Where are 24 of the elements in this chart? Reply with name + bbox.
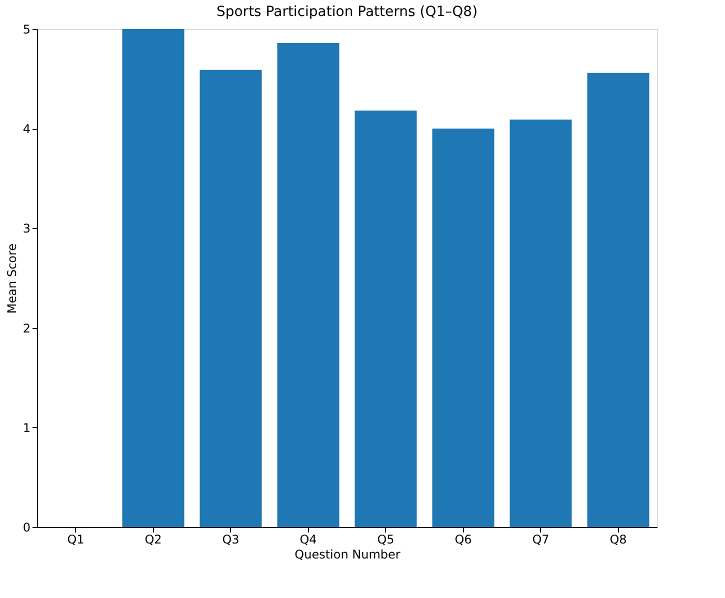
x-tick-label: Q7 xyxy=(532,532,550,546)
bar xyxy=(587,72,650,527)
y-tick-label: 3 xyxy=(22,222,30,236)
bar xyxy=(200,70,262,527)
y-tick-label: 2 xyxy=(22,321,30,336)
x-tick-label: Q6 xyxy=(454,532,472,546)
x-tick-label: Q2 xyxy=(144,532,162,546)
bar xyxy=(122,29,184,527)
y-axis-title: Mean Score xyxy=(4,243,19,314)
x-tick-label: Q8 xyxy=(610,532,627,546)
bar xyxy=(354,110,417,527)
bar xyxy=(277,42,340,527)
x-tick-label: Q4 xyxy=(300,532,317,546)
y-tick-label: 0 xyxy=(22,520,30,534)
x-axis-title: Question Number xyxy=(294,548,400,562)
bar xyxy=(432,128,494,527)
y-tick-label: 4 xyxy=(22,122,30,136)
x-tick-label: Q1 xyxy=(67,532,84,546)
x-tick-label: Q3 xyxy=(222,532,240,546)
x-tick-label: Q5 xyxy=(377,532,394,546)
bar xyxy=(510,120,572,527)
chart-title: Sports Participation Patterns (Q1–Q8) xyxy=(216,4,478,20)
y-tick-label: 5 xyxy=(22,22,30,36)
y-tick-label: 1 xyxy=(22,420,30,435)
